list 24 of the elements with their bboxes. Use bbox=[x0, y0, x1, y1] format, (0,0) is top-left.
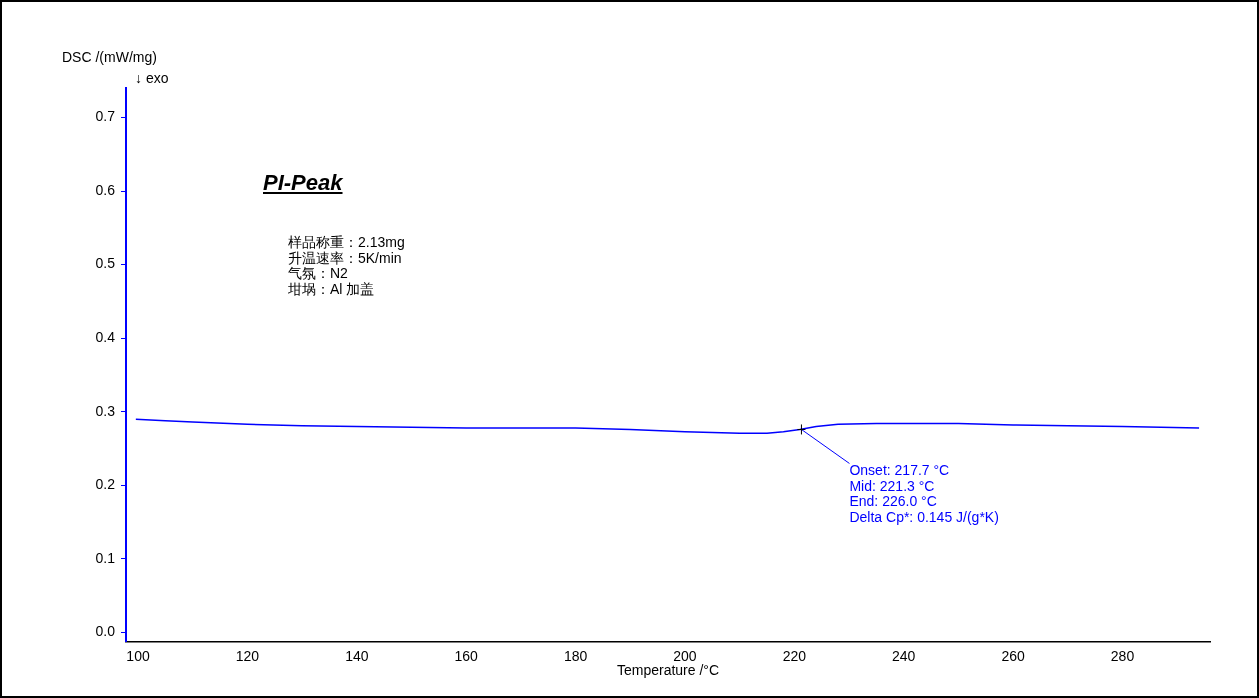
y-axis-title: DSC /(mW/mg) bbox=[62, 49, 157, 65]
y-tick-label: 0.7 bbox=[95, 108, 116, 125]
y-tick-label: 0.3 bbox=[95, 402, 116, 419]
x-tick-label: 240 bbox=[892, 647, 916, 664]
y-tick-label: 0.1 bbox=[95, 549, 116, 566]
x-tick-label: 280 bbox=[1110, 647, 1135, 664]
y-tick-label: 0.5 bbox=[95, 255, 116, 272]
x-tick-label: 260 bbox=[1001, 647, 1025, 664]
x-tick-label: 180 bbox=[563, 647, 588, 664]
y-tick-label: 0.0 bbox=[95, 623, 116, 640]
x-tick-label: 100 bbox=[126, 647, 150, 664]
x-axis-title: Temperature /°C bbox=[616, 662, 720, 679]
x-tick-label: 140 bbox=[345, 647, 369, 664]
y-tick-label: 0.2 bbox=[95, 476, 116, 493]
annotation: Onset: 217.7 °C Mid: 221.3 °C End: 226.0 °C Delta Cp*: 0.145 J/(g*K) bbox=[849, 462, 999, 525]
x-tick-label: 200 bbox=[673, 647, 697, 664]
x-tick-label: 120 bbox=[235, 647, 260, 664]
text: ↓ exo bbox=[135, 70, 169, 86]
x-tick-label: 220 bbox=[782, 647, 807, 664]
text: PI-Peak bbox=[263, 170, 343, 196]
y-tick-label: 0.4 bbox=[95, 329, 116, 346]
annotation: 样品称重：2.13mg 升温速率：5K/min 气氛：N2 坩埚：Al 加盖 bbox=[287, 234, 405, 297]
y-tick-label: 0.6 bbox=[95, 181, 116, 198]
x-tick-label: 160 bbox=[454, 647, 479, 664]
